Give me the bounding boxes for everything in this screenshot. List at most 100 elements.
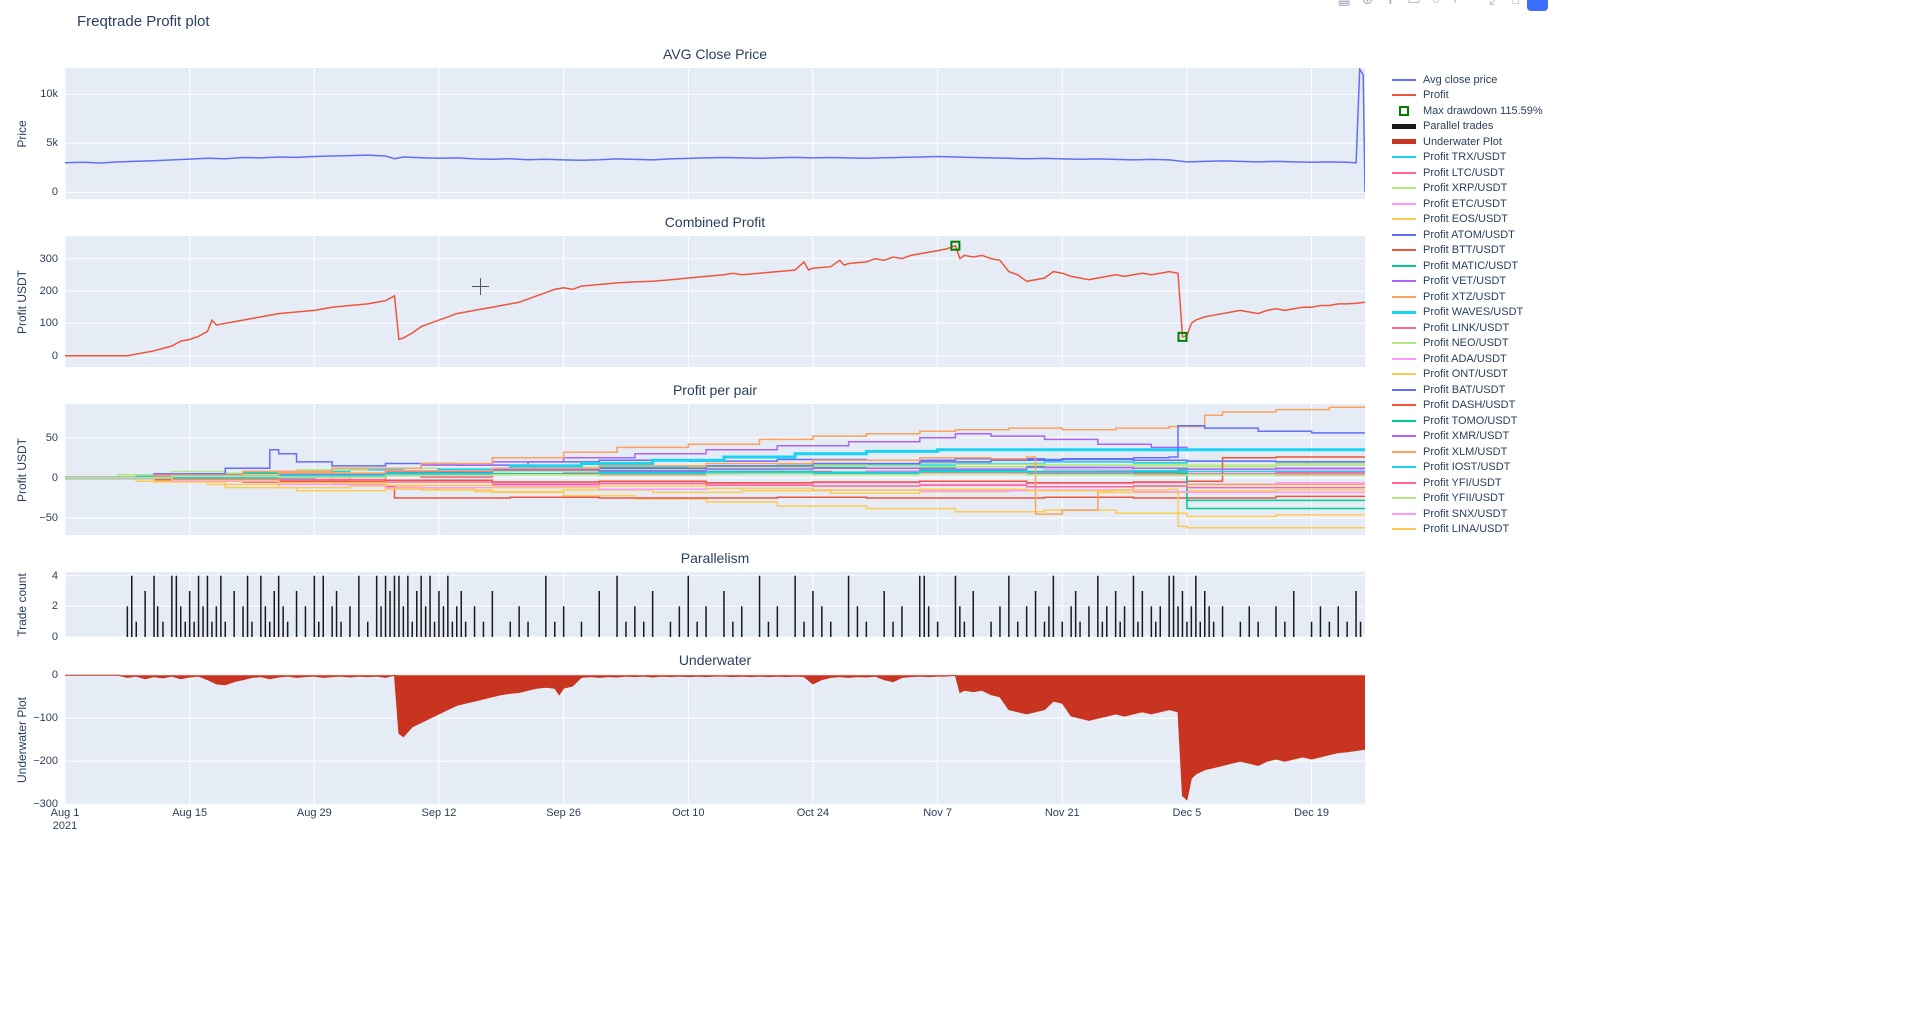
legend-item[interactable]: Profit XMR/USDT — [1392, 429, 1543, 445]
legend-item[interactable]: Profit BAT/USDT — [1392, 382, 1543, 398]
combined-profit-plot[interactable] — [65, 236, 1365, 367]
zoom-icon[interactable]: ⊕ — [1362, 0, 1374, 9]
legend-item[interactable]: Profit VET/USDT — [1392, 274, 1543, 290]
legend-item[interactable]: Profit YFI/USDT — [1392, 475, 1543, 491]
legend-item[interactable]: Underwater Plot — [1392, 134, 1543, 150]
underwater-plot[interactable] — [65, 674, 1365, 805]
legend-label: Profit NEO/USDT — [1423, 337, 1509, 350]
legend-label: Profit SNX/USDT — [1423, 507, 1508, 520]
legend-item[interactable]: Profit BTT/USDT — [1392, 243, 1543, 259]
legend-item[interactable]: Max drawdown 115.59% — [1392, 103, 1543, 119]
legend-label: Underwater Plot — [1423, 135, 1502, 148]
subplot-profit-per-pair: Profit per pair Profit USDT −50 0 50 — [15, 382, 1365, 535]
reset-axes-icon[interactable]: ⌂ — [1512, 0, 1520, 9]
page-title: Freqtrade Profit plot — [77, 13, 210, 30]
autoscale-icon[interactable]: ⤢ — [1489, 0, 1500, 9]
y-tick-label: 200 — [39, 284, 58, 297]
legend-swatch-line — [1392, 295, 1416, 298]
zoom-in-icon[interactable]: + — [1451, 0, 1459, 9]
legend-label: Profit BTT/USDT — [1423, 244, 1506, 257]
profit-per-pair-plot[interactable] — [65, 404, 1365, 535]
legend-item[interactable]: Profit TRX/USDT — [1392, 150, 1543, 166]
legend-item[interactable]: Profit TOMO/USDT — [1392, 413, 1543, 429]
legend-item[interactable]: Profit ONT/USDT — [1392, 367, 1543, 383]
lasso-select-icon[interactable]: ○ — [1431, 0, 1439, 9]
legend-label: Profit ATOM/USDT — [1423, 228, 1515, 241]
legend-swatch-line — [1392, 512, 1416, 515]
legend-label: Profit ADA/USDT — [1423, 352, 1507, 365]
legend-item[interactable]: Profit WAVES/USDT — [1392, 305, 1543, 321]
legend-item[interactable]: Profit ADA/USDT — [1392, 351, 1543, 367]
legend-item[interactable]: Profit — [1392, 88, 1543, 104]
legend-item[interactable]: Profit MATIC/USDT — [1392, 258, 1543, 274]
legend-item[interactable]: Profit NEO/USDT — [1392, 336, 1543, 352]
y-tick-label: −200 — [33, 755, 58, 768]
legend-item[interactable]: Profit SNX/USDT — [1392, 506, 1543, 522]
legend-item[interactable]: Profit ETC/USDT — [1392, 196, 1543, 212]
legend-swatch-line — [1392, 404, 1416, 407]
legend-item[interactable]: Profit YFII/USDT — [1392, 491, 1543, 507]
trade-count-bars — [126, 575, 1362, 637]
line-profit-xtz-usdt — [65, 406, 1365, 479]
legend-swatch-line — [1392, 280, 1416, 283]
legend-item[interactable]: Profit XRP/USDT — [1392, 181, 1543, 197]
legend-item[interactable]: Profit ATOM/USDT — [1392, 227, 1543, 243]
y-tick-label: 50 — [45, 431, 58, 444]
y-tick-label: 0 — [51, 349, 58, 362]
line-avg-close-price — [65, 68, 1365, 193]
line-profit-ont-usdt — [65, 477, 1365, 494]
x-tick-label: Oct 24 — [796, 807, 830, 819]
legend-item[interactable]: Profit EOS/USDT — [1392, 212, 1543, 228]
legend-swatch-line — [1392, 264, 1416, 267]
plotly-modebar[interactable]: ▦ ⊕ ✛ ▭ ○ + − ⤢ ⌂ — [1338, 0, 1520, 9]
legend-swatch-line — [1392, 497, 1416, 500]
legend: Avg close price Profit Max drawdown 115.59… — [1392, 72, 1543, 537]
legend-item[interactable]: Profit LTC/USDT — [1392, 165, 1543, 181]
avg-close-price-plot[interactable] — [65, 68, 1365, 199]
legend-label: Profit LTC/USDT — [1423, 166, 1505, 179]
legend-swatch-square — [1399, 105, 1409, 116]
legend-swatch-line — [1392, 202, 1416, 205]
subplot-title: Profit per pair — [672, 382, 758, 398]
camera-icon[interactable]: ▦ — [1338, 0, 1351, 9]
legend-swatch-line — [1392, 310, 1416, 314]
legend-label: Profit ONT/USDT — [1423, 368, 1508, 381]
legend-swatch-line — [1392, 435, 1416, 438]
x-tick-label: Aug 1 2021 — [50, 807, 80, 832]
y-axis-label: Price — [15, 119, 29, 148]
line-profit-iost-usdt — [65, 469, 1365, 479]
x-tick-label: Aug 15 — [172, 807, 208, 819]
legend-label: Profit XRP/USDT — [1423, 182, 1508, 195]
y-tick-label: −50 — [39, 512, 58, 525]
line-profit-link-usdt — [65, 471, 1365, 481]
line-profit-btt-usdt — [65, 477, 1365, 499]
box-select-icon[interactable]: ▭ — [1407, 0, 1420, 9]
y-axis-label: Underwater Plot — [15, 696, 29, 783]
legend-item[interactable]: Profit LINA/USDT — [1392, 522, 1543, 538]
legend-swatch-line — [1392, 326, 1416, 329]
legend-label: Profit DASH/USDT — [1423, 399, 1516, 412]
legend-item[interactable]: Profit XTZ/USDT — [1392, 289, 1543, 305]
subplot-title: Combined Profit — [664, 214, 766, 230]
legend-label: Profit IOST/USDT — [1423, 461, 1511, 474]
subplot-avg-close-price: AVG Close Price Price 0 5k 10k — [15, 46, 1365, 199]
y-tick-label: 0 — [51, 631, 58, 643]
legend-item[interactable]: Avg close price — [1392, 72, 1543, 88]
legend-item[interactable]: Profit XLM/USDT — [1392, 444, 1543, 460]
x-tick-label: Oct 10 — [672, 807, 705, 819]
plot-canvas — [65, 674, 1365, 805]
y-tick-label: 0 — [51, 669, 58, 682]
plotly-logo[interactable] — [1527, 0, 1548, 11]
legend-swatch-line — [1392, 78, 1416, 81]
legend-item[interactable]: Parallel trades — [1392, 119, 1543, 135]
legend-item[interactable]: Profit DASH/USDT — [1392, 398, 1543, 414]
legend-swatch-line — [1392, 481, 1416, 484]
legend-item[interactable]: Profit IOST/USDT — [1392, 460, 1543, 476]
line-profit-xmr-usdt — [65, 466, 1365, 479]
legend-swatch-line — [1392, 419, 1416, 422]
pan-icon[interactable]: ✛ — [1385, 0, 1397, 9]
parallelism-plot[interactable] — [65, 572, 1365, 637]
legend-label: Profit YFII/USDT — [1423, 492, 1505, 505]
legend-item[interactable]: Profit LINK/USDT — [1392, 320, 1543, 336]
zoom-out-icon[interactable]: − — [1470, 0, 1478, 9]
